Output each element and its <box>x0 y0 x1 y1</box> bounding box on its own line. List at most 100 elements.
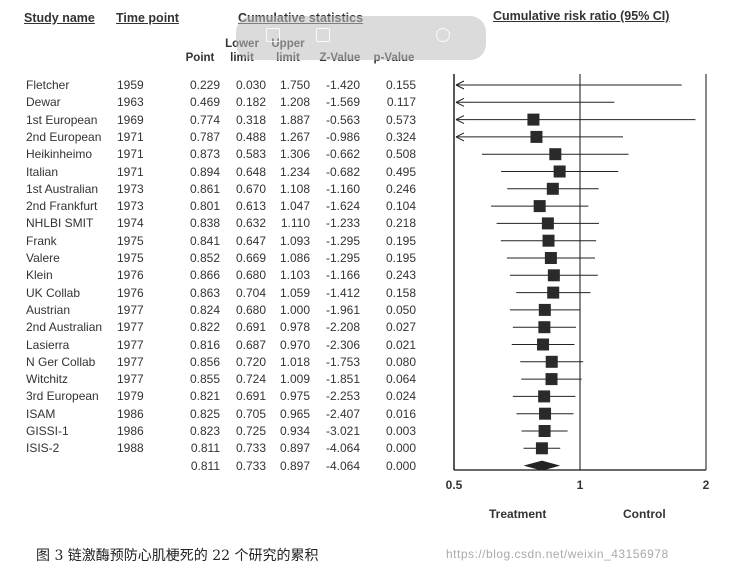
row-upper-limit: 0.975 <box>279 389 310 404</box>
row-z-value: -1.166 <box>325 268 360 283</box>
row-point: 0.894 <box>189 164 220 179</box>
row-p-value: 0.080 <box>385 354 416 369</box>
row-upper-limit: 1.108 <box>279 181 310 196</box>
row-upper-limit: 0.934 <box>279 424 310 438</box>
point-estimate-square <box>539 407 552 420</box>
row-z-value: -1.624 <box>325 199 360 214</box>
row-study-name: GISSI-1 <box>26 424 69 438</box>
subheader-point: Point <box>185 52 215 64</box>
image-viewer-toolbar[interactable] <box>236 16 486 60</box>
figure-caption: 图 3 链激酶预防心肌梗死的 22 个研究的累积 <box>36 548 319 564</box>
row-lower-limit: 0.670 <box>235 181 266 196</box>
row-study-name: NHLBI SMIT <box>26 216 94 231</box>
row-p-value: 0.050 <box>385 302 416 317</box>
caption-watermark-url: https://blog.csdn.net/weixin_43156978 <box>446 547 669 561</box>
row-study-name: Witchitz <box>26 372 68 387</box>
row-p-value: 0.064 <box>385 372 416 387</box>
row-study-name: ISIS-2 <box>26 441 60 456</box>
row-z-value: -1.569 <box>325 95 360 110</box>
row-study-name: Valere <box>26 251 60 265</box>
row-z-value: -1.961 <box>325 302 360 317</box>
point-estimate-square <box>549 148 562 161</box>
row-upper-limit: 0.965 <box>279 406 310 421</box>
row-p-value: 0.155 <box>385 78 416 92</box>
header-time-point: Time point <box>116 11 179 25</box>
row-z-value: -0.986 <box>325 129 360 144</box>
point-estimate-square <box>547 269 560 282</box>
row-upper-limit: 1.267 <box>279 129 310 144</box>
header-cumulative-risk-ratio: Cumulative risk ratio (95% CI) <box>493 9 670 23</box>
point-estimate-square <box>538 425 551 437</box>
row-z-value: -1.160 <box>325 181 360 196</box>
row-z-value: -4.064 <box>325 458 360 473</box>
row-upper-limit: 1.009 <box>279 372 310 387</box>
row-lower-limit: 0.318 <box>235 112 266 127</box>
ci-arrow-left <box>455 80 465 90</box>
row-p-value: 0.003 <box>385 424 416 438</box>
row-p-value: 0.021 <box>385 337 416 352</box>
row-p-value: 0.218 <box>385 216 416 231</box>
row-lower-limit: 0.632 <box>235 216 266 231</box>
copy-icon[interactable] <box>316 28 330 42</box>
row-point: 0.469 <box>189 95 220 110</box>
row-study-name: ISAM <box>26 406 56 421</box>
ci-arrow-left <box>455 115 465 125</box>
zoom-icon[interactable] <box>266 28 280 42</box>
x-label-treatment: Treatment <box>489 507 547 521</box>
point-estimate-square <box>542 234 555 247</box>
row-upper-limit: 1.103 <box>279 268 310 283</box>
row-lower-limit: 0.583 <box>235 147 266 162</box>
row-p-value: 0.104 <box>385 199 416 214</box>
row-upper-limit: 1.234 <box>279 164 310 179</box>
row-time-point: 1988 <box>117 441 144 456</box>
row-upper-limit: 0.897 <box>279 458 310 473</box>
row-z-value: -4.064 <box>325 441 360 456</box>
row-lower-limit: 0.725 <box>235 424 266 438</box>
row-point: 0.811 <box>190 458 220 473</box>
row-time-point: 1977 <box>117 337 144 352</box>
point-estimate-square <box>537 338 550 351</box>
row-lower-limit: 0.613 <box>235 199 266 214</box>
row-upper-limit: 1.000 <box>279 302 310 317</box>
row-p-value: 0.243 <box>385 268 416 283</box>
row-study-name: Frank <box>26 233 57 248</box>
row-study-name: 2nd Frankfurt <box>26 199 98 214</box>
row-p-value: 0.027 <box>385 320 416 335</box>
row-upper-limit: 1.018 <box>279 354 310 369</box>
row-lower-limit: 0.680 <box>235 302 266 317</box>
row-time-point: 1977 <box>117 372 144 387</box>
row-p-value: 0.016 <box>385 406 416 421</box>
row-study-name: N Ger Collab <box>26 354 96 369</box>
row-p-value: 0.024 <box>385 389 416 404</box>
row-point: 0.838 <box>189 216 220 231</box>
row-z-value: -1.412 <box>325 285 360 300</box>
row-study-name: 2nd Australian <box>26 320 103 335</box>
row-lower-limit: 0.669 <box>235 251 266 265</box>
row-upper-limit: 0.897 <box>279 441 310 456</box>
row-z-value: -2.407 <box>325 406 360 421</box>
row-time-point: 1977 <box>117 302 144 317</box>
row-z-value: -2.306 <box>325 337 360 352</box>
row-study-name: 3rd European <box>26 389 99 404</box>
row-point: 0.229 <box>189 78 220 92</box>
x-tick-label: 2 <box>703 478 710 492</box>
point-estimate-square <box>533 200 546 213</box>
row-point: 0.841 <box>189 233 220 248</box>
row-lower-limit: 0.647 <box>235 233 266 248</box>
row-study-name: Dewar <box>26 95 61 110</box>
row-p-value: 0.158 <box>385 285 416 300</box>
row-lower-limit: 0.488 <box>235 129 266 144</box>
row-point: 0.861 <box>189 181 220 196</box>
edit-icon[interactable] <box>436 28 450 42</box>
row-point: 0.822 <box>189 320 220 335</box>
row-z-value: -1.295 <box>325 251 360 265</box>
point-estimate-square <box>545 355 558 368</box>
row-study-name: 1st Australian <box>26 181 99 196</box>
x-label-control: Control <box>623 507 666 521</box>
row-time-point: 1986 <box>117 406 144 421</box>
row-point: 0.866 <box>189 268 220 283</box>
row-time-point: 1973 <box>117 199 144 214</box>
row-study-name: Klein <box>26 268 53 283</box>
ci-arrow-left <box>455 132 465 142</box>
